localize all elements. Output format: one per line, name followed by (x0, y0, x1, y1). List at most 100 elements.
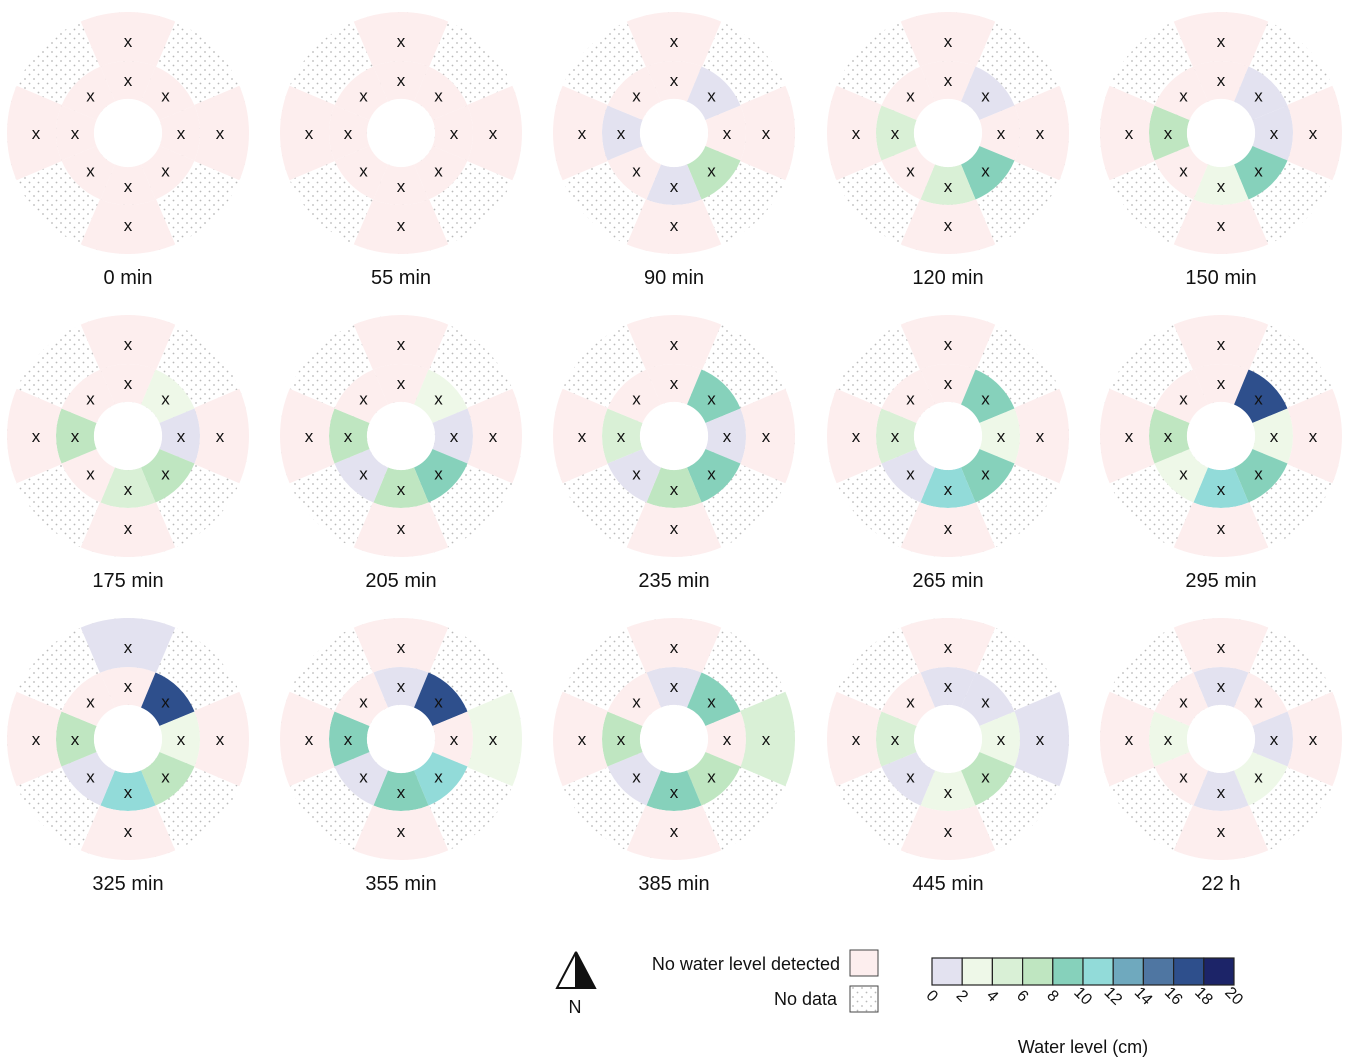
no-water-legend-label: No water level detected (652, 954, 840, 974)
inner-sector-sw (61, 752, 115, 806)
inner-sector-n (920, 667, 976, 708)
outer-arm-n (1173, 12, 1269, 67)
outer-arm-e (1014, 388, 1069, 484)
measurement-point-marker: x (670, 374, 679, 393)
measurement-point-marker: x (434, 464, 443, 483)
measurement-point-marker: x (891, 730, 900, 749)
inner-sector-se (1234, 146, 1288, 200)
measurement-point-marker: x (86, 693, 95, 712)
inner-sector-n (1193, 60, 1249, 102)
measurement-point-marker: x (1125, 124, 1134, 143)
measurement-point-marker: x (161, 87, 170, 106)
measurement-point-marker: x (944, 638, 953, 657)
outer-arm-w (7, 85, 62, 181)
scale-tick-label: 6 (1013, 987, 1031, 1005)
outer-arm-e (1014, 691, 1069, 787)
scale-bin-2-4 (961, 957, 994, 986)
panel-time-label: 265 min (912, 570, 983, 592)
inner-sector-e (159, 408, 201, 464)
outer-arm-e (467, 691, 522, 787)
measurement-point-marker: x (723, 124, 732, 143)
inner-sector-sw (61, 146, 115, 200)
inner-sector-w (601, 105, 643, 161)
measurement-point-marker: x (124, 638, 133, 657)
center-hole (94, 99, 162, 167)
scale-tick-label: 10 (1070, 984, 1095, 1009)
outer-arm-w (280, 691, 335, 787)
measurement-point-marker: x (32, 730, 41, 749)
scale-tick-label: 4 (983, 987, 1001, 1005)
inner-sector-n (100, 667, 156, 708)
measurement-point-marker: x (1217, 480, 1226, 499)
outer-arm-s (1173, 502, 1269, 557)
inner-sector-e (432, 408, 473, 464)
inner-sector-e (979, 711, 1021, 767)
measurement-point-marker: x (944, 374, 953, 393)
measurement-point-marker: x (906, 390, 915, 409)
measurement-point-marker: x (71, 427, 80, 446)
measurement-point-marker: x (489, 730, 498, 749)
measurement-point-marker: x (707, 161, 716, 180)
inner-sector-w (876, 408, 917, 464)
inner-sector-w (329, 408, 370, 464)
inner-sector-w (329, 105, 370, 161)
inner-sector-s (920, 770, 976, 812)
measurement-point-marker: x (434, 693, 443, 712)
inner-sector-sw (1154, 449, 1208, 503)
inner-sector-n (646, 364, 702, 405)
outer-arm-s (900, 502, 996, 557)
inner-sector-se (961, 752, 1015, 806)
center-hole (94, 402, 162, 470)
inner-sector-s (646, 164, 702, 205)
scale-bin-10-12 (1082, 957, 1114, 986)
measurement-point-marker: x (397, 677, 406, 696)
inner-sector-sw (607, 146, 661, 200)
measurement-point-marker: x (1217, 519, 1226, 538)
inner-sector-ne (961, 369, 1015, 423)
measurement-point-marker: x (707, 87, 716, 106)
measurement-point-marker: x (397, 71, 406, 90)
measurement-point-marker: x (1309, 124, 1318, 143)
measurement-point-marker: x (71, 730, 80, 749)
measurement-point-marker: x (1036, 124, 1045, 143)
measurement-point-marker: x (944, 677, 953, 696)
measurement-point-marker: x (906, 161, 915, 180)
inner-sector-se (687, 449, 741, 503)
inner-sector-nw (881, 672, 935, 726)
inner-sector-sw (1154, 146, 1208, 200)
measurement-point-marker: x (434, 161, 443, 180)
inner-sector-s (373, 770, 429, 811)
inner-sector-se (141, 752, 195, 806)
measurement-point-marker: x (762, 427, 771, 446)
inner-sector-sw (334, 752, 388, 806)
inner-sector-nw (1154, 369, 1208, 423)
measurement-point-marker: x (177, 427, 186, 446)
measurement-point-marker: x (1179, 693, 1188, 712)
outer-arm-w (552, 388, 608, 484)
scale-tick-label: 0 (922, 987, 940, 1005)
measurement-point-marker: x (1164, 124, 1173, 143)
measurement-point-marker: x (1217, 638, 1226, 657)
outer-arm-e (467, 388, 522, 484)
measurement-point-marker: x (124, 783, 133, 802)
measurement-point-marker: x (1254, 693, 1263, 712)
inner-sector-sw (334, 449, 388, 503)
measurement-point-marker: x (1036, 730, 1045, 749)
inner-sector-nw (881, 66, 935, 120)
center-hole (914, 402, 982, 470)
inner-sector-sw (881, 752, 935, 806)
center-hole (914, 705, 982, 773)
outer-arm-n (1173, 315, 1269, 370)
inner-sector-nw (334, 672, 388, 726)
measurement-point-marker: x (161, 693, 170, 712)
inner-sector-e (705, 105, 746, 161)
measurement-point-marker: x (670, 71, 679, 90)
panel-time-label: 175 min (92, 570, 163, 592)
measurement-point-marker: x (216, 730, 225, 749)
measurement-point-marker: x (397, 177, 406, 196)
measurement-point-marker: x (489, 427, 498, 446)
inner-sector-ne (961, 672, 1015, 726)
inner-sector-se (1234, 449, 1288, 503)
measurement-point-marker: x (906, 693, 915, 712)
